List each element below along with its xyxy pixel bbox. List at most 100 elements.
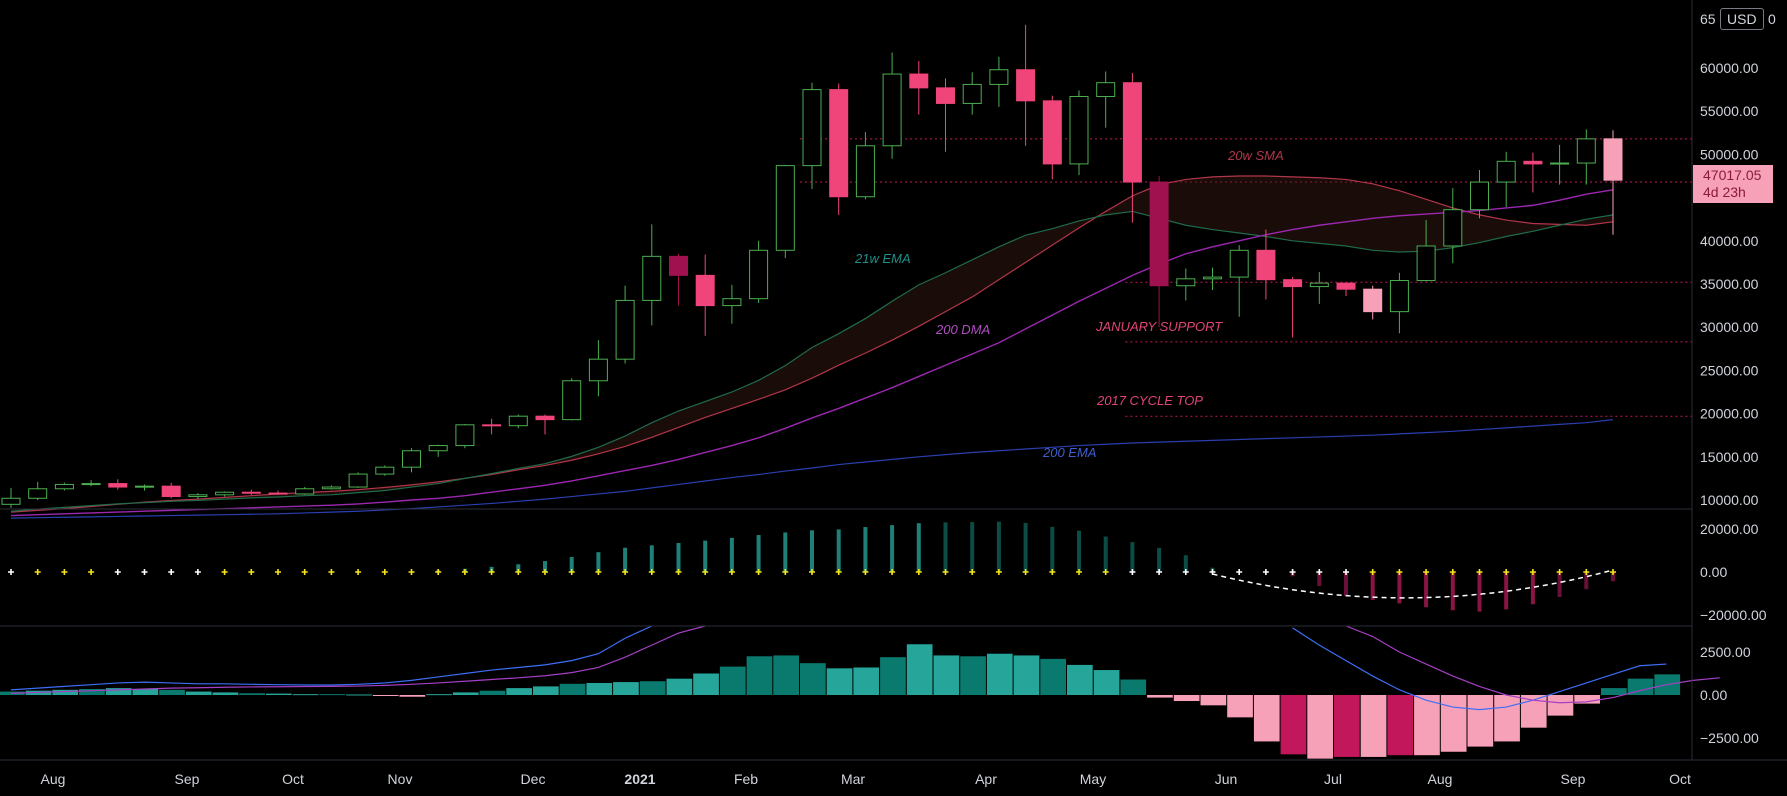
squeeze-marker: [862, 569, 869, 575]
candle-body: [1069, 96, 1089, 165]
candle-body: [1576, 138, 1596, 164]
squeeze-marker: [1129, 569, 1136, 575]
price-tick: 40000.00: [1700, 233, 1759, 249]
candle-body: [909, 73, 929, 89]
squeeze-marker: [702, 569, 709, 575]
annotations: 20w SMA 21w EMA 200 DMA 200 EMA JANUARY …: [854, 148, 1284, 460]
candle: [321, 485, 341, 490]
squeeze-marker: [809, 569, 815, 575]
momentum-tick: 20000.00: [1700, 521, 1759, 537]
ma-line-2: [10, 189, 1614, 517]
candle: [1283, 277, 1303, 338]
macd-hist-bar: [132, 688, 159, 695]
macd-pane[interactable]: [0, 625, 1720, 759]
candle-body: [1176, 278, 1196, 287]
macd-hist-bar: [1280, 695, 1307, 755]
candle-body: [81, 483, 101, 486]
bar-countdown: 4d 23h: [1703, 184, 1746, 200]
macd-hist-bar: [52, 689, 79, 695]
macd-hist-bar: [1360, 695, 1387, 757]
squeeze-marker: [1343, 569, 1349, 575]
squeeze-marker: [381, 569, 388, 575]
squeeze-marker: [1102, 569, 1109, 575]
macd-hist-bar: [1307, 695, 1333, 759]
dma200-label: 200 DMA: [935, 322, 990, 337]
macd-hist-bar: [1627, 678, 1654, 695]
macd-hist-bar: [159, 689, 185, 695]
candle-body: [1416, 245, 1436, 282]
momentum-bar: [756, 535, 761, 572]
macd-hist-bar: [1120, 679, 1147, 695]
macd-hist-bar: [800, 663, 826, 695]
momentum-bar: [729, 537, 734, 572]
momentum-bar: [1397, 572, 1402, 604]
momentum-bar: [810, 530, 814, 572]
momentum-bar: [1023, 522, 1028, 572]
currency-badge[interactable]: USD: [1720, 8, 1764, 30]
time-tick: Oct: [282, 771, 304, 787]
time-tick: Mar: [841, 771, 865, 787]
momentum-bar: [1050, 526, 1055, 572]
squeeze-marker: [248, 569, 255, 575]
candle: [829, 83, 849, 215]
candle: [669, 253, 688, 306]
macd-hist-bar: [79, 688, 105, 695]
momentum-tick: 0.00: [1700, 564, 1727, 580]
squeeze-marker: [275, 569, 281, 575]
candle-body: [108, 483, 128, 488]
candle-body: [642, 255, 662, 301]
momentum-bar: [1130, 542, 1135, 572]
candle-body: [802, 89, 822, 167]
squeeze-marker: [488, 569, 495, 575]
time-tick: Oct: [1669, 771, 1691, 787]
squeeze-marker: [1503, 569, 1510, 575]
price-pane[interactable]: [1, 24, 1692, 519]
candle: [1363, 285, 1383, 320]
candle-body: [1229, 249, 1249, 278]
candle: [268, 490, 288, 495]
candle-body: [1042, 100, 1062, 165]
signal-line: [10, 625, 1720, 704]
momentum-bar: [676, 542, 681, 572]
momentum-bar: [1103, 536, 1108, 572]
candle-body: [1389, 280, 1409, 313]
candle-body: [1336, 282, 1356, 290]
candle: [615, 285, 635, 364]
candle: [295, 487, 315, 495]
squeeze-marker: [1289, 569, 1296, 575]
momentum-bar: [703, 540, 708, 572]
momentum-curve: [1212, 569, 1614, 599]
squeeze-marker: [1396, 569, 1403, 575]
macd-hist-bar: [960, 656, 986, 695]
candle: [1309, 271, 1329, 304]
candle-body: [1523, 160, 1543, 165]
candle-body: [1096, 82, 1116, 98]
macd-hist-bar: [1334, 695, 1360, 757]
candle-body: [482, 424, 502, 427]
candle: [1470, 169, 1489, 219]
macd-hist-bar: [693, 673, 719, 695]
squeeze-marker: [301, 569, 308, 575]
macd-hist-bar: [613, 682, 639, 695]
last-price-tag: 47017.05 4d 23h: [1693, 165, 1773, 203]
candle: [1149, 176, 1169, 328]
momentum-bar: [970, 522, 975, 572]
candle: [215, 491, 235, 497]
candle: [909, 61, 929, 115]
candle: [1576, 129, 1596, 185]
squeeze-marker: [1182, 569, 1189, 575]
momentum-pane[interactable]: [8, 521, 1616, 612]
time-tick: Nov: [388, 771, 413, 787]
time-tick: Aug: [1428, 771, 1453, 787]
candle-body: [28, 488, 48, 499]
candle: [695, 254, 715, 336]
squeeze-marker: [835, 569, 842, 575]
ma-line-3: [10, 419, 1614, 519]
macd-hist-bar: [559, 683, 586, 695]
macd-tick: 2500.00: [1700, 644, 1751, 660]
candle-body: [1550, 162, 1570, 165]
squeeze-marker: [1316, 569, 1323, 575]
macd-hist-bar: [1414, 695, 1440, 756]
macd-hist-bar: [1253, 695, 1280, 742]
